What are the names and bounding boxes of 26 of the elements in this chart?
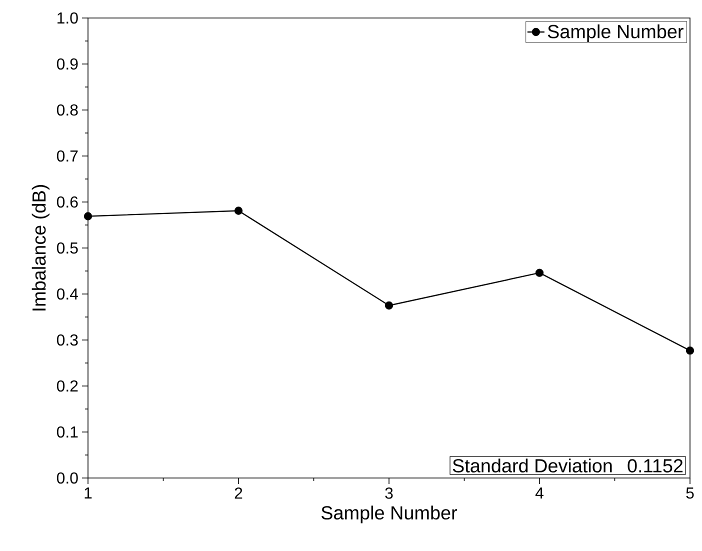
y-tick-label: 0.9	[56, 58, 78, 70]
y-tick-label: 0.4	[56, 288, 78, 300]
annotation: Standard Deviation	[452, 458, 612, 472]
y-tick-label: 0.1	[56, 426, 78, 438]
x-tick-label: 1	[84, 488, 92, 498]
y-tick-label: 0.3	[56, 334, 78, 346]
point	[384, 301, 394, 310]
x-tick-label: 4	[535, 488, 544, 498]
y-tick-label: 0.7	[56, 150, 78, 162]
y-tick-label: 1.0	[58, 12, 78, 24]
point	[84, 212, 92, 220]
point	[234, 206, 243, 215]
y-tick-label: 0.6	[56, 196, 78, 208]
point	[535, 268, 544, 277]
legend-label: Sample Number	[548, 24, 684, 42]
x-axis-title: Sample Number	[321, 506, 458, 524]
x-tick-label: 5	[686, 488, 694, 499]
y-axis-title: Imbalance (dB)	[32, 185, 50, 310]
y-tick-label: 0.8	[56, 104, 78, 116]
point	[686, 346, 694, 355]
y-tick-label: 0.0	[56, 472, 78, 484]
y-tick-label: 0.2	[56, 380, 78, 392]
x-tick-label: 2	[234, 488, 242, 499]
x-tick-label: 3	[385, 488, 393, 499]
annotation: 0.1152	[628, 459, 683, 472]
y-tick-label: 0.5	[56, 242, 78, 254]
